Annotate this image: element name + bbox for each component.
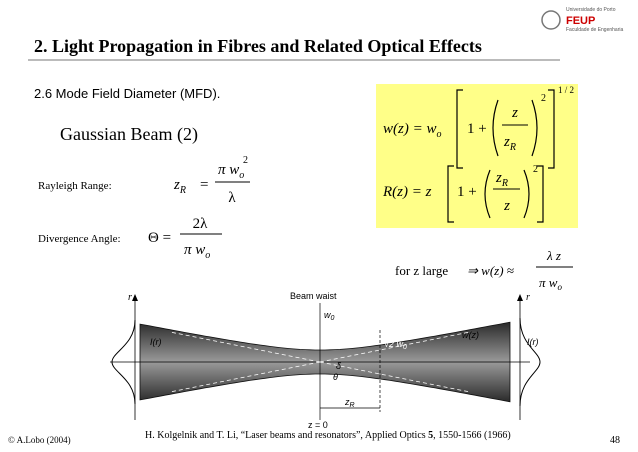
bracket — [456, 89, 463, 169]
logo-feup: FEUP — [566, 15, 595, 27]
numerator: 2λ — [193, 216, 209, 232]
reference: H. Kolgelnik and T. Li, “Laser beams and… — [145, 430, 511, 441]
page-number: 48 — [610, 435, 620, 446]
r-label: r — [128, 292, 132, 303]
rayleigh-formula: Rayleigh Range: zR = π wo 2 λ — [38, 155, 250, 206]
paren — [484, 169, 491, 219]
bracket — [447, 165, 454, 223]
exponent: 2 — [533, 164, 538, 175]
denominator: λ — [228, 190, 236, 206]
asymptote — [319, 361, 471, 393]
divergence-formula: Divergence Angle: Θ = 2λ π wo — [38, 216, 222, 261]
exponent: 2 — [541, 93, 546, 104]
paren — [531, 99, 538, 157]
equals: = — [200, 177, 208, 193]
r-label-right: r — [526, 292, 530, 303]
numerator: λ z — [546, 248, 561, 263]
numerator: z — [511, 105, 518, 121]
numerator: zR — [495, 170, 508, 189]
exponent: 2 — [243, 155, 248, 166]
zr-label: zR — [344, 397, 355, 409]
copyright: © A.Lobo (2004) — [8, 435, 71, 445]
condition: for z large — [395, 263, 448, 278]
logo-emblem — [541, 10, 561, 30]
origin-label: z = 0 — [308, 420, 328, 430]
beam-figure: r r Beam waist I(r) I(r) w0 √2 w0 w(z) z… — [110, 291, 541, 430]
one-plus: 1 + — [457, 184, 477, 200]
bracket — [548, 89, 555, 169]
label: Divergence Angle: — [38, 233, 121, 245]
far-field: for z large ⇒ w(z) ≈ λ z π wo — [395, 248, 573, 292]
label: Rayleigh Range: — [38, 180, 112, 192]
radius-equation: R(z) = z 1 + zR z 2 — [382, 164, 544, 223]
r-arrow-right — [517, 294, 523, 301]
lhs: zR — [173, 177, 186, 196]
width-equation: w(z) = wo 1 + z zR 2 1 / 2 — [383, 85, 574, 169]
denominator: z — [503, 198, 510, 214]
beam-waist-label: Beam waist — [290, 291, 337, 301]
slide-title: 2. Light Propagation in Fibres and Relat… — [34, 36, 482, 56]
formula-box — [376, 84, 578, 228]
subtitle: 2.6 Mode Field Diameter (MFD). — [34, 86, 220, 101]
lhs: R(z) = z — [382, 184, 432, 200]
outer-exponent: 1 / 2 — [558, 85, 574, 95]
asymptote — [169, 331, 321, 363]
denominator: π wo — [184, 242, 210, 261]
denominator: zR — [503, 134, 516, 153]
lhs: Θ = — [148, 230, 171, 246]
intensity-profile-left — [111, 319, 136, 405]
logo-faculty: Faculdade de Engenharia — [566, 27, 623, 33]
denominator: π wo — [539, 275, 562, 292]
arrow: ⇒ w(z) ≈ — [467, 263, 514, 278]
intensity-right-label: I(r) — [527, 337, 539, 347]
logo: Universidade do Porto FEUP Faculdade de … — [541, 7, 623, 33]
numerator: π wo — [218, 162, 244, 181]
delta-label: δ — [336, 361, 342, 371]
one-plus: 1 + — [467, 121, 487, 137]
asymptote — [319, 331, 471, 363]
w0-label: w0 — [324, 310, 335, 322]
paren — [523, 169, 530, 219]
wz-label: w(z) — [462, 330, 479, 340]
intensity-left-label: I(r) — [150, 337, 162, 347]
sqrt2w0-label: √2 w0 — [384, 339, 407, 351]
intensity-profile-right — [519, 317, 541, 407]
heading: Gaussian Beam (2) — [60, 124, 198, 145]
logo-university: Universidade do Porto — [566, 7, 616, 13]
asymptote — [169, 361, 321, 393]
paren — [492, 99, 499, 157]
lhs: w(z) = wo — [383, 121, 441, 140]
r-arrow — [132, 294, 138, 301]
theta-label: θ — [333, 372, 338, 382]
bracket — [537, 165, 544, 223]
